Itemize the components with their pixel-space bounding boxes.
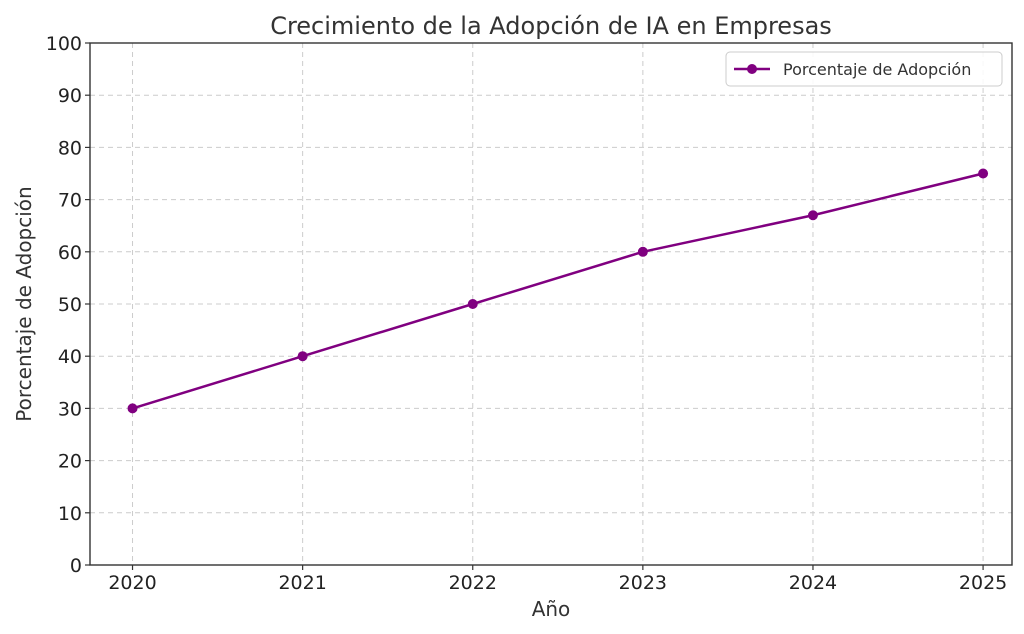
x-tick-label: 2022 [449, 572, 497, 594]
y-tick-label: 40 [58, 346, 82, 368]
x-tick-label: 2020 [108, 572, 156, 594]
x-tick-label: 2023 [619, 572, 667, 594]
legend-label: Porcentaje de Adopción [783, 60, 971, 79]
data-point [127, 403, 138, 414]
y-tick-label: 30 [58, 398, 82, 420]
data-point [978, 168, 989, 179]
y-tick-label: 70 [58, 190, 82, 212]
data-point [807, 210, 818, 221]
y-tick-label: 20 [58, 451, 82, 473]
y-tick-label: 50 [58, 294, 82, 316]
x-tick-label: 2024 [789, 572, 837, 594]
chart-title: Crecimiento de la Adopción de IA en Empr… [270, 12, 832, 40]
grid [90, 42, 1012, 566]
y-tick-label: 0 [70, 555, 82, 577]
y-tick-label: 80 [58, 137, 82, 159]
y-tick-label: 100 [46, 33, 82, 55]
data-point [637, 246, 648, 257]
x-tick-label: 2025 [959, 572, 1007, 594]
data-point [297, 351, 308, 362]
x-tick-label: 2021 [278, 572, 326, 594]
legend-marker-swatch [747, 64, 757, 74]
y-tick-label: 60 [58, 242, 82, 264]
y-tick-label: 10 [58, 503, 82, 525]
y-tick-label: 90 [58, 85, 82, 107]
data-point [467, 299, 478, 309]
series-layer [127, 168, 989, 414]
y-axis-ticks: 0 10 20 30 40 50 60 70 80 90 100 [46, 33, 90, 577]
y-axis-label: Porcentaje de Adopción [12, 186, 36, 421]
x-axis-ticks: 2020 2021 2022 2023 2024 2025 [108, 565, 1007, 594]
x-axis-label: Año [532, 597, 571, 621]
series-line [132, 172, 984, 410]
legend: Porcentaje de Adopción [725, 51, 1003, 87]
legend-box [725, 51, 1003, 87]
